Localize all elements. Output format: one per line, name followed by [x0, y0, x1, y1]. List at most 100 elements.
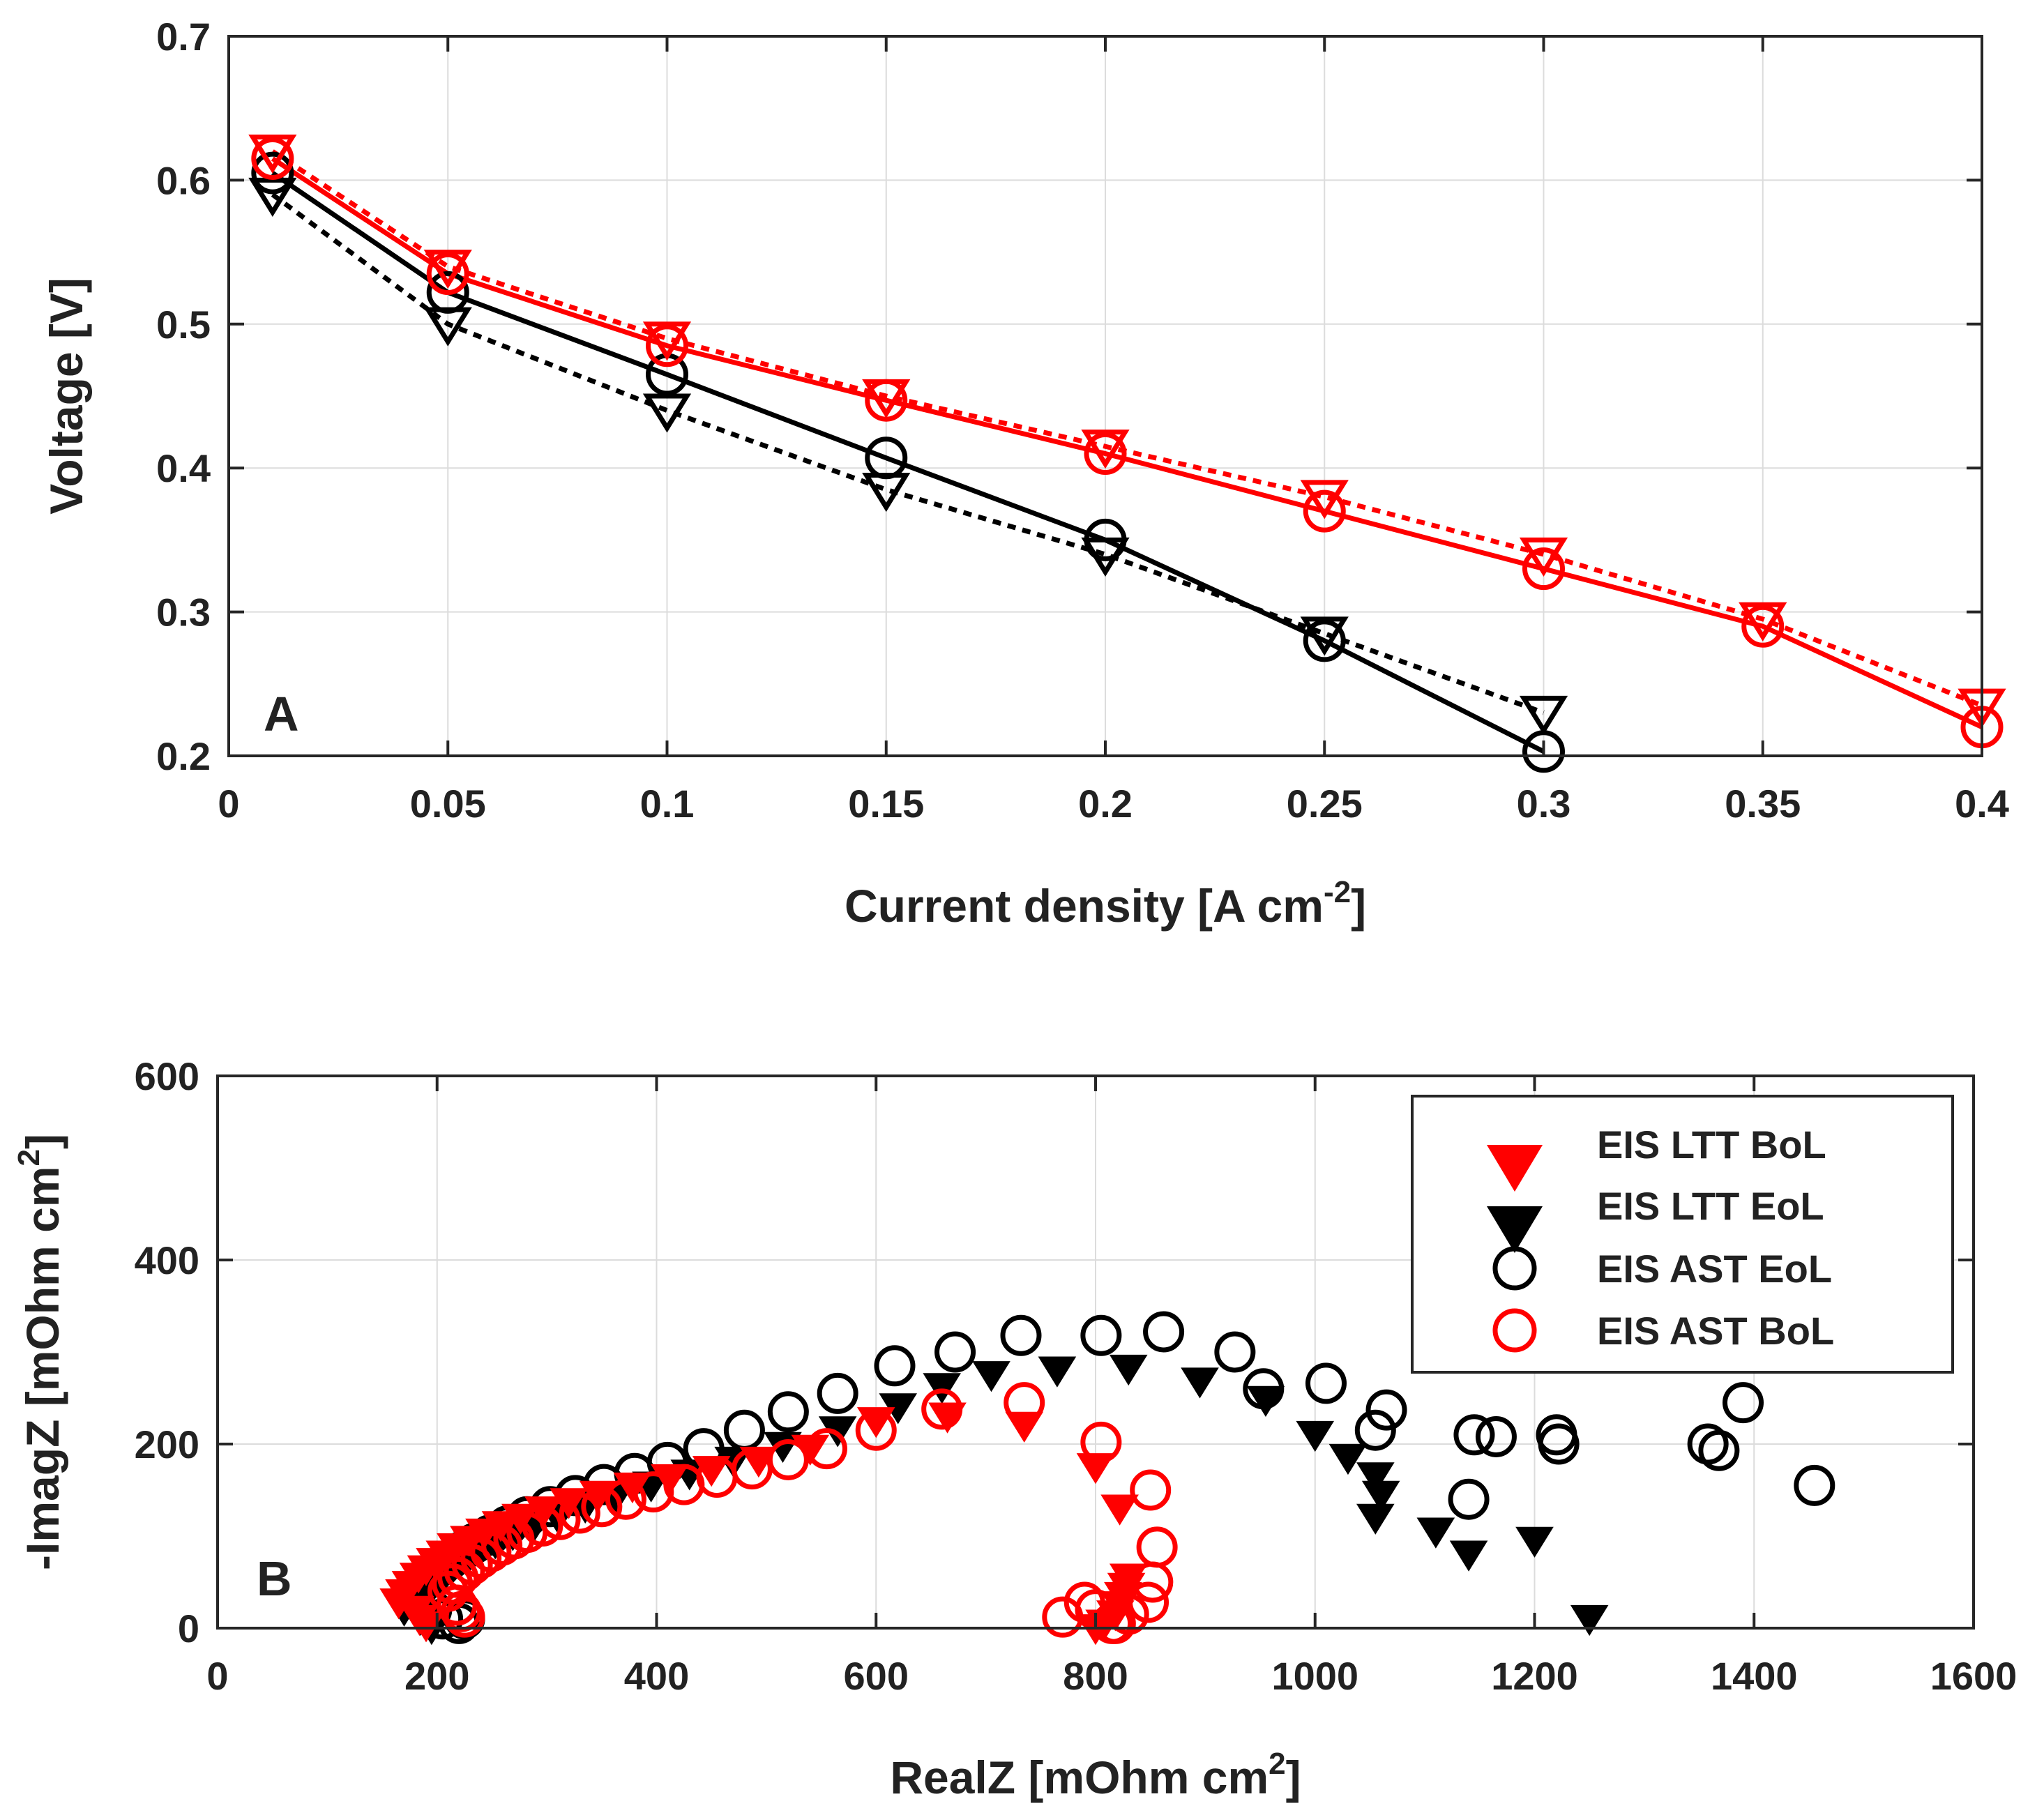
panel-b-ylabel: -ImagZ [mOhm cm2] — [12, 1134, 68, 1570]
b-xtick-label: 800 — [1063, 1654, 1128, 1698]
legend-entry-1: EIS LTT EoL — [1487, 1184, 1824, 1253]
panel-a-point-red-triangle-dotted — [1739, 602, 1787, 641]
panel-b-point-eis-ast-eol — [767, 1391, 809, 1433]
legend-box — [1411, 1095, 1954, 1374]
a-xtick-label: 0.35 — [1725, 782, 1801, 826]
panel-b-chart: 0 200 400 600 800 1000 1200 1400 16000200400600 … — [12, 1054, 2017, 1803]
panel-b-point-eis-ast-bol — [581, 1486, 623, 1528]
panel-b-point-eis-ast-bol — [1004, 1382, 1045, 1424]
panel-b-point-eis-ltt-eol — [1296, 1420, 1335, 1452]
a-xtick-label: 0.05 — [410, 782, 486, 826]
b-ytick-label: 200 — [135, 1422, 199, 1466]
b-ytick-label: 600 — [135, 1054, 199, 1098]
panel-a-ylabel: Voltage [V] — [40, 278, 92, 515]
panel-b-point-eis-ast-bol — [1080, 1421, 1122, 1463]
a-xtick-label: 0.15 — [848, 782, 924, 826]
panel-b-point-eis-ast-eol — [1143, 1311, 1185, 1353]
a-xtick-label: 0.2 — [1078, 782, 1133, 826]
panel-a-label: A — [264, 687, 299, 741]
panel-b-point-eis-ast-bol — [855, 1409, 897, 1451]
panel-a-point-black-circle-solid — [251, 151, 294, 195]
panel-a-point-red-circle-solid — [426, 252, 469, 296]
panel-b-point-eis-ast-eol — [1243, 1368, 1285, 1410]
a-ytick-label: 0.5 — [156, 303, 211, 347]
b-xtick-label: 1000 — [1271, 1654, 1358, 1698]
panel-b-point-eis-ast-bol — [767, 1438, 809, 1480]
panel-a-point-red-circle-solid — [1741, 605, 1785, 648]
panel-b-point-eis-ast-eol — [1538, 1423, 1580, 1465]
b-xtick-label: 400 — [624, 1654, 689, 1698]
b-ytick-label: 400 — [135, 1238, 199, 1282]
panel-a-point-red-circle-solid — [646, 324, 688, 367]
panel-b-point-eis-ast-bol — [1132, 1561, 1174, 1603]
legend-label-2: EIS AST EoL — [1597, 1247, 1832, 1291]
panel-b-xlabel: RealZ [mOhm cm2] — [890, 1747, 1301, 1803]
legend-marker-0 — [1487, 1145, 1543, 1192]
panel-b-point-eis-ast-eol — [1365, 1389, 1407, 1431]
panel-b-point-eis-ltt-eol — [1416, 1517, 1455, 1549]
panel-b-point-eis-ast-bol — [559, 1492, 600, 1534]
panel-b-point-eis-ast-eol — [1000, 1314, 1042, 1356]
panel-a-xlabel: Current density [A cm-2] — [845, 875, 1366, 932]
a-ytick-label: 0.3 — [156, 591, 211, 635]
a-xtick-label: 0.1 — [640, 782, 695, 826]
panel-b-point-eis-ast-bol — [805, 1428, 847, 1470]
panel-b-point-eis-ast-bol — [1091, 1602, 1133, 1644]
panel-b-point-eis-ltt-eol — [1449, 1540, 1488, 1572]
b-xtick-label: 200 — [404, 1654, 469, 1698]
panel-b-point-eis-ast-bol — [605, 1478, 646, 1520]
panel-b-point-eis-ast-eol — [1723, 1382, 1764, 1424]
panel-a-point-black-triangle-dotted — [1519, 695, 1568, 735]
panel-b-point-eis-ast-bol — [460, 1537, 502, 1579]
panel-a-markers — [248, 134, 2006, 773]
b-xtick-label: 0 — [206, 1654, 228, 1698]
legend-marker-3 — [1492, 1308, 1537, 1353]
legend-label-3: EIS AST BoL — [1597, 1309, 1834, 1353]
legend: EIS LTT BoL EIS LTT EoL EIS AST EoL EIS … — [1411, 1095, 1954, 1374]
panel-a-chart: 0 0.05 0.1 0.15 0.2 0.25 0.3 0.35 0.4 0.2 0.3 0.4 0.… — [40, 15, 2009, 932]
panel-a-point-red-triangle-dotted — [248, 134, 297, 174]
panel-a-point-black-triangle-dotted — [1300, 616, 1349, 656]
panel-b-point-eis-ast-bol — [522, 1505, 563, 1547]
legend-label-1: EIS LTT EoL — [1597, 1184, 1824, 1228]
panel-b-point-eis-ast-bol — [1063, 1581, 1105, 1623]
panel-b-point-eis-ltt-bol — [1100, 1494, 1139, 1526]
panel-a-point-black-triangle-dotted — [423, 307, 472, 347]
b-xtick-label: 1400 — [1711, 1654, 1798, 1698]
panel-a-point-red-triangle-dotted — [642, 321, 692, 361]
panel-b-label: B — [257, 1551, 292, 1606]
legend-marker-1 — [1487, 1206, 1543, 1253]
a-ytick-label: 0.2 — [156, 734, 211, 778]
panel-b-point-eis-ltt-eol — [1109, 1354, 1148, 1386]
panel-a-point-red-triangle-dotted — [862, 379, 911, 418]
panel-b-point-eis-ast-eol — [1698, 1429, 1740, 1471]
panel-a-point-black-triangle-dotted — [642, 393, 692, 433]
panel-a-point-red-circle-solid — [1303, 489, 1346, 533]
panel-b-point-eis-ltt-eol — [1246, 1385, 1285, 1417]
panel-b-point-eis-ltt-eol — [1181, 1367, 1219, 1399]
b-xtick-label: 600 — [844, 1654, 909, 1698]
panel-b-point-eis-ast-bol — [1130, 1469, 1172, 1511]
panel-b-point-eis-ast-bol — [539, 1498, 581, 1540]
panel-b-point-eis-ast-bol — [633, 1471, 674, 1513]
panel-a-ticks: 0 0.05 0.1 0.15 0.2 0.25 0.3 0.35 0.4 0.2 0.3 0.4 0.… — [156, 15, 2009, 826]
a-xtick-label: 0.3 — [1517, 782, 1571, 826]
panel-b-point-eis-ltt-eol — [1515, 1526, 1554, 1558]
panel-a-point-red-triangle-dotted — [1300, 480, 1349, 519]
a-xtick-label: 0 — [218, 782, 239, 826]
panel-b-point-eis-ltt-eol — [879, 1393, 918, 1425]
b-xtick-label: 1200 — [1491, 1654, 1578, 1698]
panel-a-point-black-triangle-dotted — [862, 473, 911, 512]
panel-b-point-eis-ltt-bol — [928, 1402, 967, 1434]
a-ytick-label: 0.6 — [156, 158, 211, 202]
panel-b-point-eis-ast-eol — [1080, 1314, 1122, 1356]
panel-b-point-eis-ltt-eol — [1328, 1443, 1368, 1475]
panel-b-point-eis-ast-eol — [1214, 1331, 1256, 1373]
b-xtick-label: 1600 — [1930, 1654, 2017, 1698]
panel-b-point-eis-ast-eol — [1453, 1414, 1495, 1456]
panel-b-point-eis-ast-eol — [817, 1372, 858, 1414]
panel-b-point-eis-ast-bol — [440, 1590, 482, 1632]
panel-b-point-eis-ltt-eol — [1570, 1604, 1609, 1636]
panel-b-point-eis-ltt-eol — [1356, 1462, 1395, 1494]
